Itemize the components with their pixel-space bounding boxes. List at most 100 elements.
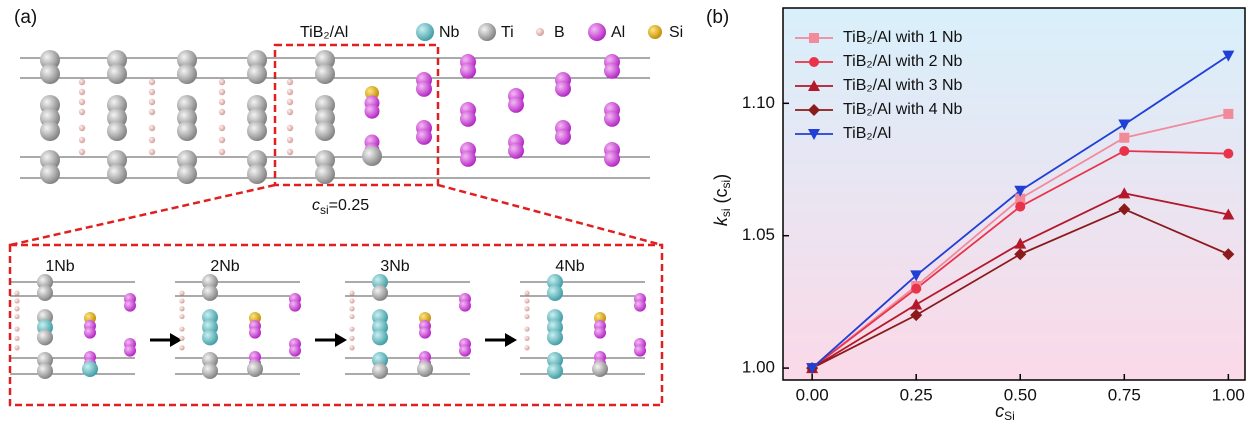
atom (219, 99, 225, 105)
atom (287, 79, 293, 85)
atom (149, 149, 155, 155)
stage-label: 3Nb (380, 258, 409, 275)
atom (349, 336, 354, 341)
atom (547, 329, 563, 345)
atom (417, 361, 433, 377)
atom (40, 164, 60, 184)
atom (287, 109, 293, 115)
atom (179, 314, 184, 319)
atom (249, 327, 261, 339)
stage-label: 2Nb (210, 258, 239, 275)
atom (219, 89, 225, 95)
zoom-line (438, 185, 662, 245)
atom (287, 149, 293, 155)
atom (14, 298, 19, 303)
data-point (1119, 146, 1129, 156)
legend-label: TiB₂/Al with 3 Nb (843, 77, 963, 94)
atom (79, 137, 85, 143)
atom (219, 109, 225, 115)
atom (508, 97, 524, 113)
atom (107, 64, 127, 84)
legend-label: Ti (501, 24, 514, 41)
atom (536, 28, 544, 36)
stage-label: 4Nb (555, 258, 584, 275)
chart: 1.001.051.100.000.250.500.751.00cSiksi (… (711, 8, 1245, 423)
y-tick-label: 1.00 (742, 358, 775, 377)
atom (177, 164, 197, 184)
atom (149, 79, 155, 85)
atom (287, 137, 293, 143)
atom (289, 300, 301, 312)
atom (588, 23, 606, 41)
atom (107, 121, 127, 141)
atom (634, 300, 646, 312)
zoom-line (10, 185, 275, 245)
atom (349, 306, 354, 311)
atom (149, 89, 155, 95)
label-part: Si (1004, 409, 1015, 423)
label-part: =0.25 (329, 197, 370, 214)
atom (149, 125, 155, 131)
atom (219, 79, 225, 85)
atom (524, 306, 529, 311)
atom (247, 121, 267, 141)
atom (40, 64, 60, 84)
atom (508, 143, 524, 159)
x-tick-label: 0.00 (796, 385, 829, 404)
atom (37, 285, 53, 301)
highlight-box (275, 45, 438, 185)
atom (287, 99, 293, 105)
label-part: ) (711, 174, 731, 180)
x-tick-label: 0.75 (1108, 385, 1141, 404)
atom (219, 125, 225, 131)
arrow-head (505, 333, 517, 347)
atom (419, 327, 431, 339)
atom (179, 291, 184, 296)
y-axis-label: ksi (csi) (711, 174, 733, 226)
x-tick-label: 0.25 (900, 385, 933, 404)
label-part: si (719, 180, 733, 189)
atom (460, 151, 476, 167)
figure: (a) (b) TiB₂/Al 1.001.051.100.000.250.50… (0, 0, 1258, 427)
atom (79, 89, 85, 95)
atom (459, 300, 471, 312)
atom (349, 298, 354, 303)
atom (604, 111, 620, 127)
legend-label: Al (611, 24, 625, 41)
atom (547, 285, 563, 301)
panel-label: (b) (706, 7, 729, 28)
atom (14, 306, 19, 311)
atom (179, 336, 184, 341)
atom (372, 285, 388, 301)
y-tick-label: 1.05 (742, 225, 775, 244)
atom (79, 109, 85, 115)
atom (594, 327, 606, 339)
atom (124, 345, 136, 357)
legend-label: TiB₂/Al with 4 Nb (843, 101, 963, 118)
atom (179, 326, 184, 331)
atom (634, 345, 646, 357)
label-part: si (719, 209, 733, 218)
atom (524, 291, 529, 296)
data-point (1015, 202, 1025, 212)
data-point (911, 284, 921, 294)
atom (107, 164, 127, 184)
atom (524, 326, 529, 331)
panel-label: (a) (14, 7, 37, 28)
atom (524, 345, 529, 350)
atom (247, 164, 267, 184)
atom (592, 361, 608, 377)
atom (547, 363, 563, 379)
legend-label: B (554, 24, 565, 41)
atom (82, 361, 98, 377)
atom (149, 99, 155, 105)
label-part: c (995, 401, 1004, 421)
atom (315, 164, 335, 184)
atom (315, 121, 335, 141)
atom (416, 23, 434, 41)
atom (555, 129, 571, 145)
atom (349, 345, 354, 350)
atom (14, 326, 19, 331)
legend-label: Nb (439, 24, 460, 41)
atom (40, 121, 60, 141)
